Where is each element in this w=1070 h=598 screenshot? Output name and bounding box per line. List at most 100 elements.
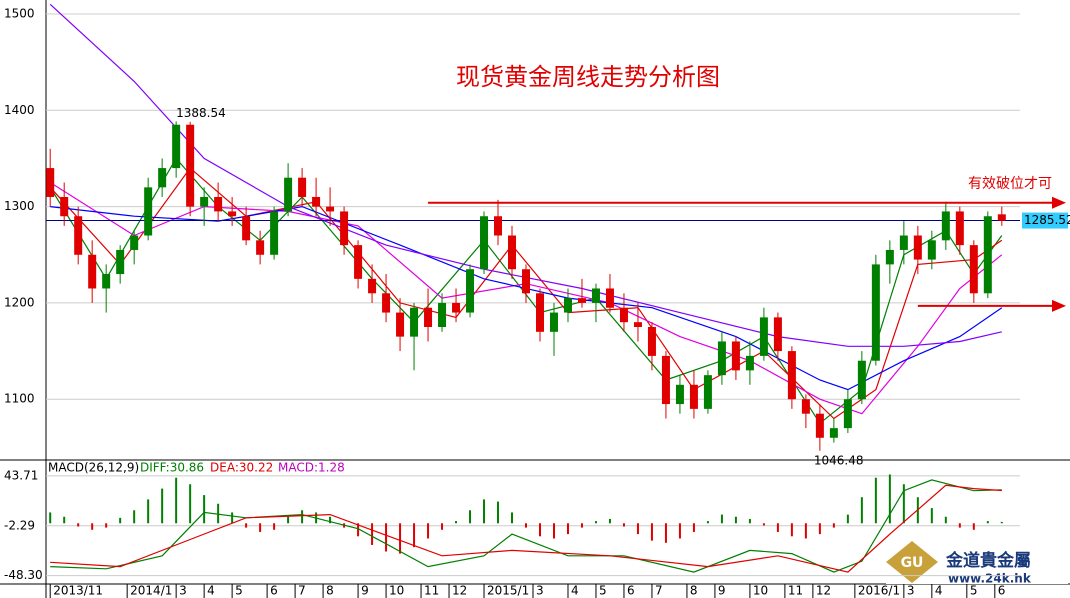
- x-tick-label: 2013/11: [53, 584, 103, 598]
- candle-body: [270, 211, 279, 255]
- candle-body: [703, 375, 712, 409]
- x-tick-label: 4: [207, 584, 215, 598]
- y-tick-label: 1500: [4, 6, 35, 20]
- legend-label: MACD:1.28: [278, 461, 345, 475]
- candle-body: [745, 355, 754, 371]
- candle-body: [731, 341, 740, 371]
- x-tick-label: 11: [788, 584, 803, 598]
- candle-body: [871, 264, 880, 361]
- x-tick-label: 10: [753, 584, 768, 598]
- candle-body: [997, 214, 1006, 221]
- logo-url: www.24k.hk: [948, 572, 1032, 586]
- candle-body: [242, 216, 251, 241]
- candle-body: [605, 288, 614, 308]
- high-label: 1388.54: [176, 106, 226, 120]
- x-tick-label: 7: [655, 584, 663, 598]
- candle-body: [172, 124, 181, 169]
- candle-body: [382, 293, 391, 313]
- x-tick-label: 3: [907, 584, 915, 598]
- candle-body: [689, 384, 698, 409]
- candle-body: [60, 196, 69, 217]
- candle-body: [508, 235, 517, 270]
- x-tick-label: 9: [361, 584, 369, 598]
- candle-body: [675, 384, 684, 405]
- y-tick-label: 1200: [4, 295, 35, 309]
- candle-body: [913, 235, 922, 260]
- candle-body: [633, 322, 642, 328]
- candle-body: [647, 327, 656, 356]
- candle-body: [815, 413, 824, 438]
- candle-body: [368, 278, 377, 294]
- x-tick-label: 11: [424, 584, 439, 598]
- candle-body: [298, 177, 307, 197]
- x-tick-label: 6: [270, 584, 278, 598]
- macd-title: MACD(26,12,9): [48, 461, 139, 475]
- candle-body: [759, 317, 768, 356]
- x-tick-label: 9: [718, 584, 726, 598]
- candle-body: [941, 211, 950, 241]
- macd-line: [50, 484, 1002, 573]
- x-tick-label: 5: [235, 584, 243, 598]
- candle-body: [577, 298, 586, 303]
- candle-body: [480, 216, 489, 270]
- x-tick-label: 2014/1: [130, 584, 172, 598]
- candle-body: [396, 312, 405, 337]
- x-tick-label: 5: [599, 584, 607, 598]
- candle-body: [452, 302, 461, 313]
- legend-label: DIFF:30.86: [140, 461, 204, 475]
- arrow-head: [1052, 299, 1066, 312]
- candle-body: [829, 428, 838, 438]
- y-tick-label: -48.30: [4, 568, 43, 582]
- y-tick-label: 1300: [4, 199, 35, 213]
- candle-body: [256, 240, 265, 255]
- candle-body: [200, 196, 209, 207]
- candle-body: [158, 168, 167, 188]
- x-tick-label: 3: [179, 584, 187, 598]
- candle-body: [773, 317, 782, 352]
- candle-body: [410, 307, 419, 337]
- candle-body: [284, 177, 293, 212]
- x-tick-label: 6: [998, 584, 1006, 598]
- candle-body: [983, 216, 992, 294]
- candle-body: [424, 307, 433, 328]
- candle-body: [661, 355, 670, 405]
- candle-body: [494, 216, 503, 236]
- candle-body: [116, 249, 125, 275]
- candle-body: [466, 269, 475, 313]
- candle-body: [787, 351, 796, 400]
- candle-body: [591, 288, 600, 303]
- x-tick-label: 4: [571, 584, 579, 598]
- candle-body: [186, 124, 195, 207]
- candle-body: [144, 187, 153, 236]
- x-tick-label: 2015/1: [487, 584, 529, 598]
- x-tick-label: 4: [935, 584, 943, 598]
- logo-name: 金道貴金屬: [945, 550, 1031, 571]
- x-tick-label: 7: [298, 584, 306, 598]
- candle-body: [228, 211, 237, 217]
- legend-label: DEA:30.22: [210, 461, 273, 475]
- candle-body: [88, 254, 97, 289]
- candle-body: [354, 245, 363, 279]
- candle-body: [885, 249, 894, 265]
- candle-body: [130, 235, 139, 250]
- y-tick-label: 43.71: [4, 468, 38, 482]
- annotation: 有效破位才可: [968, 176, 1052, 192]
- candle-body: [549, 312, 558, 332]
- logo-glyph: GU: [901, 555, 924, 571]
- x-tick-label: 6: [627, 584, 635, 598]
- candle-body: [899, 235, 908, 250]
- candle-body: [563, 298, 572, 313]
- candle-body: [927, 240, 936, 260]
- candle-body: [843, 399, 852, 429]
- x-tick-label: 8: [326, 584, 334, 598]
- candle-body: [312, 196, 321, 207]
- low-label: 1046.48: [814, 453, 864, 467]
- arrow-head: [1052, 196, 1066, 209]
- candle-body: [801, 399, 810, 414]
- x-tick-label: 8: [690, 584, 698, 598]
- candle-body: [535, 293, 544, 332]
- x-tick-label: 3: [536, 584, 544, 598]
- chart-title: 现货黄金周线走势分析图: [456, 63, 720, 91]
